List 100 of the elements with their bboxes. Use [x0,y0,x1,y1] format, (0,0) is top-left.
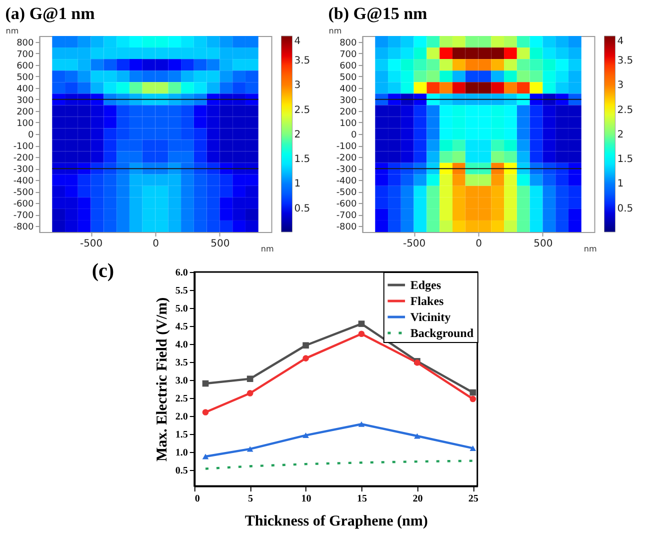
color-bar-label: 2.5 [617,104,634,116]
y-tick-label: -700 [13,211,34,222]
y-tick-label: 200 [16,107,34,118]
point [246,390,254,396]
point [302,432,309,438]
point [358,330,365,338]
x-tick-label: 500 [534,238,553,250]
y-tick-label: 600 [340,61,358,72]
y-tick-label: -600 [13,200,34,210]
y-tick-label: 800 [16,38,34,48]
color-bar-label: 3.5 [294,56,310,67]
point [470,396,476,402]
point [470,389,476,396]
y-tick-label: -800 [13,222,34,233]
point [202,454,209,460]
y-tick-label: -200 [13,154,34,164]
y-tick-label: -400 [13,176,34,187]
y-tick-label: 600 [16,61,34,72]
color-bar-label: 1.5 [617,154,634,166]
y-tick-label: 5.5 [175,285,188,296]
y-tick-label: 700 [340,50,358,60]
point [302,355,309,362]
x-tick-label: 10 [301,494,312,504]
y-tick-label: -400 [336,176,358,187]
legend-label: Edges [410,278,442,292]
legend-label: Flakes [410,294,444,308]
y-tick-label: 4.5 [175,321,188,332]
x-tick-label: -500 [80,238,103,250]
y-axis-title: nm [6,26,19,36]
y-tick-label: 2.0 [175,411,188,422]
color-bar-label: 2.5 [294,104,310,116]
line-series [204,460,474,470]
y-tick-label: 300 [16,96,34,106]
y-tick-label: 5.0 [175,303,188,314]
x-axis-title: nm [260,244,274,254]
x-tick-label: 25 [468,494,478,504]
point [202,409,209,416]
y-tick-label: -600 [336,200,358,210]
y-tick-label: 4.0 [175,339,188,350]
chart-title: (a) G@1 nm [5,4,95,23]
color-bar-label: 0.5 [294,203,310,214]
y-tick-label: 1.0 [175,447,188,458]
y-tick-label: -100 [13,142,34,152]
color-bar-label: 3 [294,80,301,92]
color-bar-label: 1.5 [294,154,310,166]
y-tick-label: 0 [28,130,34,140]
y-tick-label: 3.5 [175,357,188,368]
x-tick-label: 5 [248,494,254,504]
x-tick-label: 15 [356,494,367,504]
y-tick-label: 400 [16,84,34,94]
x-axis-title: nm [584,244,597,254]
color-bar-label: 1 [294,178,301,190]
y-tick-label: -300 [336,165,358,176]
y-tick-label: 0 [351,130,358,140]
legend-label: Background [410,326,474,340]
color-bar-label: 3.5 [617,56,634,67]
x-axis-title: Thickness of Graphene (nm) [244,514,428,530]
y-tick-label: -500 [336,188,358,198]
color-bar-label: 3 [617,80,624,92]
y-tick-label: 500 [340,72,358,83]
x-tick-label: 0 [152,238,159,250]
y-tick-label: 1.5 [175,429,188,440]
y-tick-label: 300 [340,96,358,106]
color-bar-label: 2 [294,129,301,140]
y-tick-label: -700 [336,211,358,222]
point [470,445,476,451]
point [414,433,420,439]
y-tick-label: 200 [340,107,358,118]
color-bar-label: 2 [617,129,624,140]
y-tick-label: 100 [16,118,34,129]
chart-title: (c) [92,260,114,282]
point [246,446,254,452]
legend-label: Vicinity [410,310,451,324]
y-axis-title: Max. Electric Field (V/m) [154,297,170,462]
point [246,376,254,382]
x-tick-label: 500 [210,238,230,250]
x-tick-label: -500 [402,238,426,250]
chart-title: (b) G@15 nm [328,4,428,23]
y-tick-label: 400 [340,84,358,94]
y-tick-label: 6.0 [175,268,188,278]
point [358,421,365,427]
color-bar-label: 4 [617,36,624,47]
x-tick-label: 0 [476,238,482,250]
point [202,380,209,387]
x-tick-label: 20 [412,494,423,504]
y-tick-label: 800 [340,38,358,48]
y-tick-label: 2.5 [175,393,188,404]
color-bar-label: 0.5 [617,203,634,214]
y-tick-label: 700 [16,50,34,60]
y-tick-label: 500 [16,72,34,83]
point [302,342,309,349]
y-tick-label: -100 [336,142,358,152]
y-tick-label: -500 [13,188,34,198]
y-tick-label: -200 [336,154,358,164]
y-tick-label: -800 [336,222,358,233]
y-tick-label: 0.5 [175,465,188,476]
y-tick-label: 100 [340,118,358,129]
color-bar-label: 1 [617,178,624,190]
x-tick-label: 0 [194,494,200,504]
y-axis-title: nm [328,26,342,36]
